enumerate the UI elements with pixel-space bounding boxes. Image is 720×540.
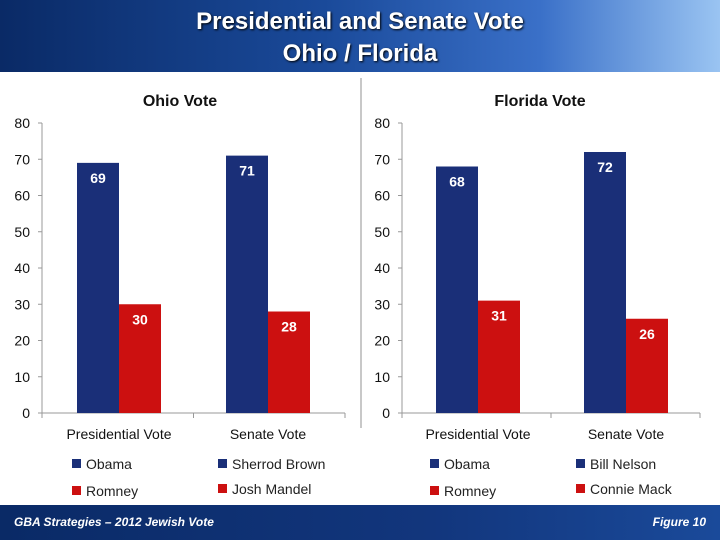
- bar-data-label: 28: [281, 319, 297, 335]
- blue-bar-florida-1: [584, 152, 626, 413]
- slide-title-line1: Presidential and Senate Vote: [196, 8, 524, 35]
- red-bar-florida-0: [478, 300, 520, 413]
- x-category-label: Presidential Vote: [66, 426, 171, 442]
- y-tick-label: 40: [374, 260, 390, 276]
- y-tick-label: 20: [14, 333, 30, 349]
- legend-swatch-blue: [430, 459, 439, 468]
- legend-sherrod-brown: Sherrod Brown: [218, 456, 325, 472]
- slide-title-line2: Ohio / Florida: [282, 40, 438, 67]
- legend-romney-florida: Romney: [430, 483, 496, 499]
- x-category-label: Presidential Vote: [425, 426, 530, 442]
- y-tick-label: 20: [374, 333, 390, 349]
- footer-source: GBA Strategies – 2012 Jewish Vote: [14, 515, 214, 529]
- bar-data-label: 31: [491, 308, 507, 324]
- x-category-label: Senate Vote: [588, 426, 665, 442]
- legend-label: Obama: [444, 456, 490, 472]
- legend-bill-nelson: Bill Nelson: [576, 456, 656, 472]
- blue-bar-ohio-1: [226, 155, 268, 413]
- y-tick-label: 70: [374, 151, 390, 167]
- y-tick-label: 80: [14, 115, 30, 131]
- chart-title-ohio: Ohio Vote: [143, 93, 217, 110]
- title-banner: Presidential and Senate Vote Ohio / Flor…: [0, 0, 720, 72]
- bar-data-label: 72: [597, 159, 613, 175]
- bar-data-label: 68: [449, 174, 465, 190]
- y-tick-label: 40: [14, 260, 30, 276]
- legend-label: Connie Mack: [590, 481, 672, 497]
- red-bar-ohio-0: [119, 304, 161, 413]
- legend-swatch-red: [218, 484, 227, 493]
- y-tick-label: 70: [14, 151, 30, 167]
- panel-divider: [360, 78, 362, 428]
- y-tick-label: 0: [382, 405, 390, 421]
- legend-swatch-blue: [218, 459, 227, 468]
- chart-title-florida: Florida Vote: [494, 93, 585, 110]
- legend-label: Josh Mandel: [232, 481, 312, 497]
- bar-data-label: 26: [639, 326, 655, 342]
- legend-connie-mack: Connie Mack: [576, 481, 672, 497]
- legend-swatch-red: [430, 486, 439, 495]
- legend-label: Romney: [444, 483, 497, 499]
- y-tick-label: 0: [22, 405, 30, 421]
- legend-label: Sherrod Brown: [232, 456, 326, 472]
- legend-josh-mandel: Josh Mandel: [218, 481, 311, 497]
- legend-obama-ohio: Obama: [72, 456, 132, 472]
- y-tick-label: 30: [374, 296, 390, 312]
- figure-number: Figure 10: [652, 515, 706, 529]
- y-tick-label: 10: [14, 369, 30, 385]
- legend-swatch-red: [576, 484, 585, 493]
- blue-bar-florida-0: [436, 166, 478, 413]
- y-tick-label: 60: [374, 188, 390, 204]
- charts-canvas: Ohio Vote 0 10 20 30 40 50 60 70 80 Presidential V…: [14, 93, 701, 442]
- x-category-label: Senate Vote: [230, 426, 307, 442]
- legend-swatch-red: [72, 486, 81, 495]
- bar-data-label: 30: [132, 311, 148, 327]
- legend-romney-ohio: Romney: [72, 483, 138, 499]
- legend-label: Romney: [86, 483, 139, 499]
- red-bar-ohio-1: [268, 311, 310, 413]
- legend-label: Bill Nelson: [590, 456, 657, 472]
- footer-bar: GBA Strategies – 2012 Jewish Vote Figure…: [0, 505, 720, 540]
- blue-bar-ohio-0: [77, 162, 119, 413]
- legend-obama-florida: Obama: [430, 456, 490, 472]
- y-tick-label: 50: [14, 224, 30, 240]
- y-tick-label: 50: [374, 224, 390, 240]
- legend-swatch-blue: [72, 459, 81, 468]
- y-tick-label: 60: [14, 188, 30, 204]
- y-tick-label: 10: [374, 369, 390, 385]
- bar-data-label: 69: [90, 170, 106, 186]
- red-bar-florida-1: [626, 318, 668, 413]
- legend-label: Obama: [86, 456, 132, 472]
- bar-data-label: 71: [239, 163, 255, 179]
- y-tick-label: 80: [374, 115, 390, 131]
- legend-swatch-blue: [576, 459, 585, 468]
- y-tick-label: 30: [14, 296, 30, 312]
